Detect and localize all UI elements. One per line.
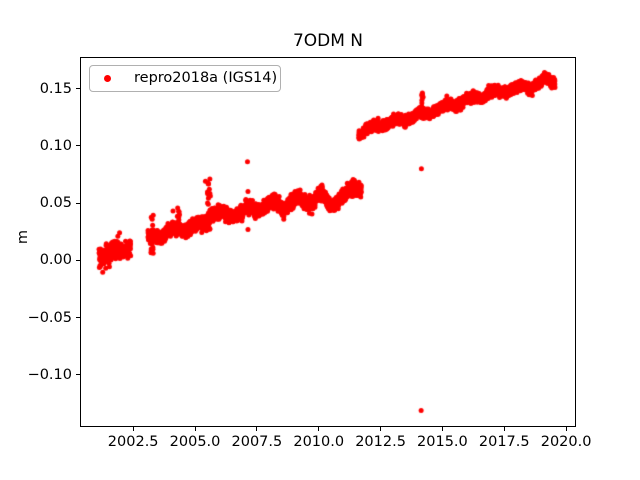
x-tick-label: 2020.0: [540, 434, 592, 450]
x-tick-label: 2012.5: [355, 434, 406, 450]
x-tick-mark: [380, 427, 382, 431]
legend-label: repro2018a (IGS14): [134, 70, 278, 86]
x-tick-mark: [194, 427, 196, 431]
x-tick-mark: [318, 427, 320, 431]
y-tick-label: −0.05: [27, 309, 72, 326]
x-tick-label: 2010.0: [293, 434, 345, 450]
y-tick-mark: [76, 317, 80, 319]
x-tick-mark: [256, 427, 258, 431]
y-tick-mark: [76, 145, 80, 147]
y-tick-mark: [76, 202, 80, 204]
chart-title: 7ODM N: [292, 31, 364, 51]
legend: repro2018a (IGS14): [89, 65, 281, 92]
x-tick-label: 2015.0: [417, 434, 468, 450]
y-tick-mark: [76, 88, 80, 89]
y-tick-label: 0.10: [39, 137, 72, 154]
y-tick-label: 0.00: [39, 252, 72, 269]
y-axis-label: m: [15, 229, 31, 245]
x-tick-mark: [132, 427, 134, 431]
y-tick-label: −0.10: [27, 366, 72, 383]
plot-area: [80, 57, 576, 427]
legend-marker-dot: [104, 75, 111, 82]
x-tick-label: 2017.5: [478, 434, 530, 450]
x-tick-label: 2007.5: [231, 434, 283, 450]
y-tick-mark: [76, 374, 80, 376]
x-tick-mark: [441, 427, 443, 431]
y-tick-label: 0.05: [39, 195, 72, 212]
x-tick-label: 2005.0: [169, 434, 221, 450]
x-tick-mark: [503, 427, 505, 431]
x-tick-label: 2002.5: [107, 434, 159, 450]
y-tick-mark: [76, 259, 80, 261]
y-tick-label: 0.15: [39, 80, 72, 97]
x-tick-mark: [565, 427, 567, 431]
